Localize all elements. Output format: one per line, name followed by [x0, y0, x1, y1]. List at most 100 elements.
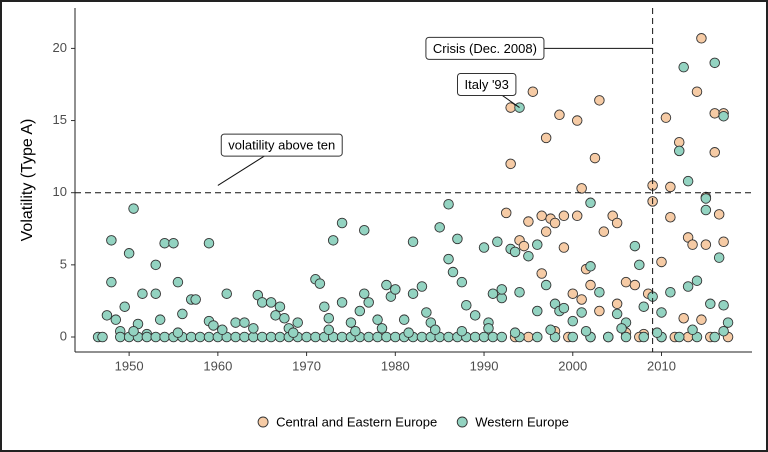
point	[350, 325, 361, 337]
point	[172, 276, 184, 288]
point	[589, 152, 601, 164]
y-tick-label: 15	[53, 112, 67, 127]
point	[190, 294, 201, 305]
point	[709, 331, 720, 343]
point	[115, 331, 126, 343]
point	[656, 256, 667, 268]
point	[478, 331, 490, 343]
point	[265, 297, 277, 308]
point	[345, 317, 357, 328]
point	[700, 193, 712, 204]
point	[696, 314, 707, 325]
point	[452, 233, 463, 245]
point	[709, 57, 720, 69]
point	[594, 287, 605, 298]
point	[536, 268, 547, 279]
point	[319, 301, 330, 312]
point	[359, 288, 370, 299]
point	[421, 307, 432, 318]
point	[217, 324, 228, 336]
x-tick-label: 1980	[381, 358, 410, 373]
point	[483, 323, 494, 334]
point	[150, 288, 161, 299]
point	[523, 216, 534, 227]
point	[416, 331, 428, 343]
point	[611, 217, 623, 229]
point	[106, 276, 117, 288]
annotation: Crisis (Dec. 2008)	[433, 41, 537, 56]
point	[310, 331, 321, 343]
point	[496, 292, 508, 304]
point	[429, 324, 441, 336]
point	[527, 86, 539, 97]
point	[363, 331, 374, 343]
point	[718, 110, 729, 122]
point	[469, 331, 481, 343]
point	[682, 175, 694, 187]
point	[168, 237, 179, 249]
point	[159, 237, 170, 249]
point	[128, 325, 139, 337]
point	[554, 109, 565, 121]
point	[407, 236, 419, 248]
x-tick-label: 1950	[115, 358, 144, 373]
point	[700, 204, 712, 216]
point	[256, 297, 268, 308]
point	[496, 331, 508, 343]
point	[208, 320, 219, 331]
annotation: Italy '93	[464, 77, 508, 92]
point	[585, 197, 596, 209]
point	[137, 288, 148, 299]
point	[713, 252, 725, 263]
point	[691, 275, 703, 286]
point	[221, 288, 232, 299]
x-tick-label: 2000	[558, 358, 587, 373]
point	[203, 331, 215, 343]
point	[678, 61, 689, 73]
point	[123, 248, 135, 259]
point	[323, 324, 335, 336]
point	[580, 325, 592, 337]
point	[638, 301, 650, 312]
point	[381, 331, 392, 343]
point	[230, 317, 241, 328]
point	[327, 235, 339, 246]
point	[634, 259, 645, 271]
point	[359, 224, 370, 236]
point	[673, 145, 685, 157]
point	[372, 314, 383, 325]
point	[390, 284, 401, 295]
point	[336, 297, 348, 308]
point	[403, 327, 414, 338]
point	[585, 261, 596, 272]
point	[660, 112, 672, 123]
point	[469, 310, 481, 321]
point	[323, 312, 335, 324]
point	[682, 281, 694, 292]
point	[128, 203, 139, 214]
y-tick-label: 10	[53, 184, 67, 199]
point	[536, 210, 547, 222]
point	[691, 86, 703, 97]
legend-label: Western Europe	[475, 414, 569, 429]
point	[487, 331, 499, 343]
point	[709, 147, 720, 158]
point	[594, 305, 605, 317]
point	[496, 284, 508, 295]
point	[540, 226, 552, 237]
point	[523, 250, 534, 262]
point	[500, 207, 512, 219]
annotation-box	[425, 36, 545, 60]
point	[456, 325, 468, 337]
point	[154, 314, 166, 325]
point	[718, 236, 729, 248]
point	[540, 132, 552, 144]
point	[700, 239, 712, 250]
x-tick-label: 1970	[292, 358, 321, 373]
point	[567, 315, 579, 327]
legend-marker	[456, 416, 468, 428]
point	[558, 242, 570, 253]
point	[492, 236, 503, 248]
